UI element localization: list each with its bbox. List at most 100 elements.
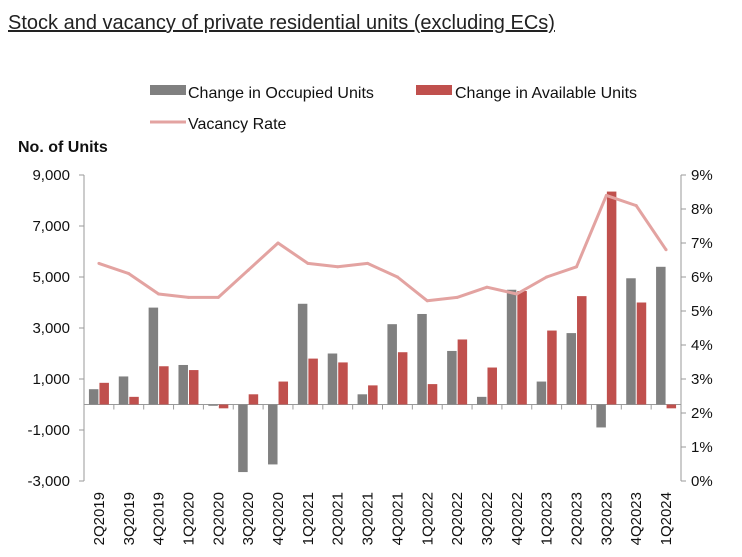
y-left-tick-label: 7,000 <box>32 218 70 235</box>
occupied-bar-4Q2019 <box>148 307 159 405</box>
y-left-tick-label: -1,000 <box>27 422 70 439</box>
vacancy-point-3Q2019 <box>127 272 131 276</box>
available-bar-3Q2020 <box>248 394 259 405</box>
x-tick-label: 1Q2023 <box>539 492 556 545</box>
y-left-tick-label: 3,000 <box>32 320 70 337</box>
available-bar-4Q2023 <box>636 302 647 405</box>
bars <box>88 191 677 473</box>
legend-swatch-1 <box>416 85 452 95</box>
available-bar-2Q2019 <box>99 382 109 405</box>
vacancy-point-3Q2020 <box>246 268 250 272</box>
x-tick-label: 2Q2023 <box>569 492 586 545</box>
vacancy-point-2Q2023 <box>575 265 579 269</box>
legend-label-1: Change in Available Units <box>455 85 637 102</box>
vacancy-point-3Q2022 <box>485 285 489 289</box>
available-bar-3Q2022 <box>487 367 497 405</box>
y-left-tick-label: 9,000 <box>32 167 70 184</box>
legend: Change in Occupied Units Change in Availa… <box>150 85 637 133</box>
occupied-bar-1Q2020 <box>178 364 188 405</box>
vacancy-point-2Q2020 <box>216 295 220 299</box>
page-title: Stock and vacancy of private residential… <box>8 12 555 34</box>
vacancy-point-2Q2019 <box>97 261 101 265</box>
occupied-bar-3Q2020 <box>238 404 248 473</box>
vacancy-point-1Q2020 <box>186 295 190 299</box>
y-axis-title: No. of Units <box>18 139 108 156</box>
available-bar-1Q2021 <box>308 358 318 405</box>
x-tick-label: 4Q2020 <box>270 492 287 545</box>
occupied-bar-2Q2022 <box>447 350 457 405</box>
x-tick-label: 1Q2021 <box>300 492 317 545</box>
x-tick-label: 2Q2020 <box>210 492 227 545</box>
legend-swatch-0 <box>150 85 186 95</box>
vacancy-point-2Q2022 <box>455 295 459 299</box>
y-right-tick-label: 0% <box>691 473 713 490</box>
occupied-bar-4Q2020 <box>268 404 278 465</box>
x-tick-label: 3Q2023 <box>598 492 615 545</box>
available-bar-4Q2019 <box>159 366 169 405</box>
vacancy-point-1Q2022 <box>425 299 429 303</box>
legend-label-0: Change in Occupied Units <box>188 85 374 102</box>
x-tick-label: 4Q2019 <box>151 492 168 545</box>
y-left-tick-label: 5,000 <box>32 269 70 286</box>
y-left-tick-label: 1,000 <box>32 371 70 388</box>
y-right-tick-label: 9% <box>691 167 713 184</box>
vacancy-point-4Q2021 <box>395 275 399 279</box>
occupied-bar-1Q2022 <box>417 313 427 405</box>
x-tick-label: 4Q2021 <box>389 492 406 545</box>
vacancy-point-4Q2023 <box>634 204 638 208</box>
x-tick-label: 2Q2021 <box>330 492 347 545</box>
available-bar-2Q2021 <box>338 362 348 405</box>
x-tick-label: 1Q2020 <box>180 492 197 545</box>
occupied-bar-1Q2023 <box>536 381 547 405</box>
vacancy-point-4Q2019 <box>157 292 161 296</box>
available-bar-1Q2023 <box>547 330 557 405</box>
occupied-bar-3Q2023 <box>596 404 606 428</box>
y-right-tick-label: 6% <box>691 269 713 286</box>
occupied-bar-1Q2021 <box>297 303 308 405</box>
occupied-bar-2Q2021 <box>327 353 338 405</box>
vacancy-point-1Q2021 <box>306 261 310 265</box>
y-right-tick-label: 3% <box>691 371 713 388</box>
available-bar-1Q2020 <box>188 370 199 405</box>
available-bar-1Q2024 <box>666 404 677 409</box>
occupied-bar-4Q2022 <box>506 289 517 405</box>
occupied-bar-4Q2023 <box>626 278 636 405</box>
x-tick-label: 3Q2021 <box>360 492 377 545</box>
vacancy-point-2Q2021 <box>336 265 340 269</box>
x-tick-label: 2Q2019 <box>91 492 108 545</box>
legend-label-2: Vacancy Rate <box>188 116 287 133</box>
vacancy-point-4Q2020 <box>276 241 280 245</box>
occupied-bar-2Q2023 <box>566 333 577 405</box>
occupied-bar-2Q2020 <box>208 404 218 406</box>
y-right-tick-label: 8% <box>691 201 713 218</box>
vacancy-rate-line <box>98 193 668 303</box>
x-tick-label: 4Q2022 <box>509 492 526 545</box>
y-right-tick-label: 2% <box>691 405 713 422</box>
occupied-bar-3Q2022 <box>476 396 487 405</box>
available-bar-2Q2022 <box>457 339 468 405</box>
vacancy-point-3Q2023 <box>604 193 608 197</box>
occupied-bar-2Q2019 <box>88 389 99 405</box>
vacancy-point-1Q2024 <box>664 248 668 252</box>
available-bar-1Q2022 <box>427 384 438 405</box>
vacancy-line <box>97 193 668 303</box>
occupied-bar-3Q2019 <box>118 376 129 405</box>
x-tick-labels: 2Q2019 3Q2019 4Q2019 1Q2020 2Q2020 3Q2020 4Q20… <box>91 492 675 545</box>
available-bar-2Q2023 <box>577 296 587 405</box>
available-bar-4Q2022 <box>517 291 527 405</box>
y-left-tick-label: -3,000 <box>27 473 70 490</box>
available-bar-2Q2020 <box>218 404 229 409</box>
available-bar-4Q2020 <box>278 381 289 405</box>
x-tick-label: 3Q2020 <box>240 492 257 545</box>
x-tick-label: 1Q2024 <box>658 492 675 545</box>
available-bar-3Q2023 <box>606 191 617 405</box>
available-bar-3Q2021 <box>368 385 378 405</box>
x-tick-label: 2Q2022 <box>449 492 466 545</box>
y-right-tick-label: 5% <box>691 303 713 320</box>
x-tick-label: 1Q2022 <box>419 492 436 545</box>
y-right-tick-label: 1% <box>691 439 713 456</box>
vacancy-point-4Q2022 <box>515 292 519 296</box>
occupied-bar-1Q2024 <box>656 266 666 405</box>
available-bar-3Q2019 <box>129 396 139 405</box>
